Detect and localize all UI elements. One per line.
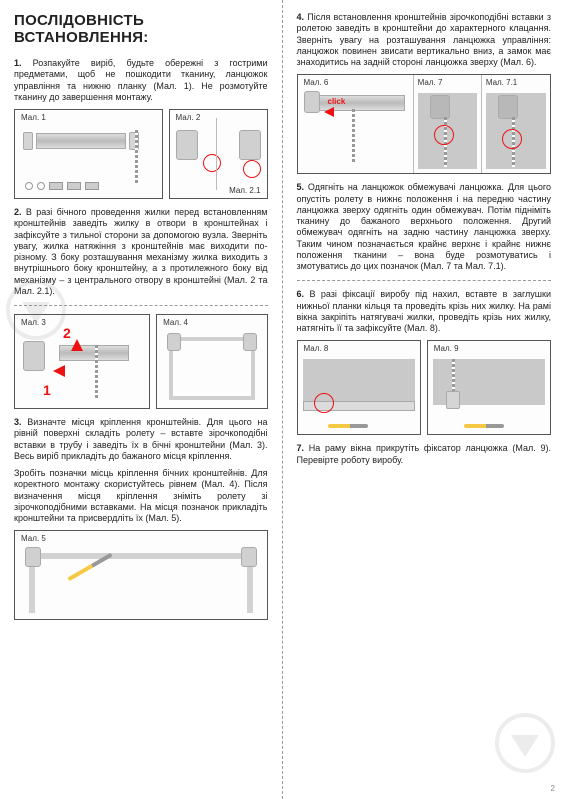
figure-4: Мал. 4 [156, 314, 267, 409]
figure-8: Мал. 8 [297, 340, 421, 435]
red-arrow-icon [71, 339, 83, 351]
fig6-label: Мал. 6 [304, 78, 329, 87]
step3a-text: 3. Визначте місця кріплення кронштейнів.… [14, 417, 268, 462]
fig1-label: Мал. 1 [21, 113, 46, 122]
step6-text: 6. В разі фіксації виробу під нахил, вст… [297, 289, 552, 334]
figure-3: Мал. 3 1 2 [14, 314, 150, 409]
fig3-label: Мал. 3 [21, 318, 46, 327]
fig71-label: Мал. 7.1 [486, 78, 517, 87]
fig2-label: Мал. 2 [176, 113, 201, 122]
highlight-circle-icon [243, 160, 261, 178]
fig21-label: Мал. 2.1 [229, 186, 260, 195]
figure-6-7: Мал. 6 click Мал. 7 Мал. 7.1 [297, 74, 552, 174]
red-arrow-icon [324, 107, 334, 117]
callout-2: 2 [63, 325, 71, 341]
watermark-icon [495, 713, 555, 773]
page-number: 2 [551, 784, 555, 793]
fig5-label: Мал. 5 [21, 534, 46, 543]
page-title: ПОСЛІДОВНІСТЬ ВСТАНОВЛЕННЯ: [14, 12, 268, 46]
step2-text: 2. В разі бічного проведення жилки перед… [14, 207, 268, 297]
callout-1: 1 [43, 382, 51, 398]
step4-text: 4. Після встановлення кронштейнів зірочк… [297, 12, 552, 68]
fig9-label: Мал. 9 [434, 344, 459, 353]
step7-text: 7. На раму вікна прикрутіть фіксатор лан… [297, 443, 552, 466]
step1-text: 1. Розпакуйте виріб, будьте обережні з г… [14, 58, 268, 103]
step5-text: 5. Одягніть на ланцюжок обмежувачі ланцю… [297, 182, 552, 272]
highlight-circle-icon [203, 154, 221, 172]
figure-1: Мал. 1 [14, 109, 163, 199]
figure-2: Мал. 2 Мал. 2.1 [169, 109, 268, 199]
highlight-circle-icon [502, 129, 522, 149]
step3b-text: Зробіть позначки місць кріплення бічних … [14, 468, 268, 524]
figure-5: Мал. 5 [14, 530, 268, 620]
click-label: click [328, 97, 346, 106]
highlight-circle-icon [434, 125, 454, 145]
red-arrow-icon [53, 365, 65, 377]
fig7-label: Мал. 7 [418, 78, 443, 87]
figure-9: Мал. 9 [427, 340, 551, 435]
fig8-label: Мал. 8 [304, 344, 329, 353]
highlight-circle-icon [314, 393, 334, 413]
fig4-label: Мал. 4 [163, 318, 188, 327]
